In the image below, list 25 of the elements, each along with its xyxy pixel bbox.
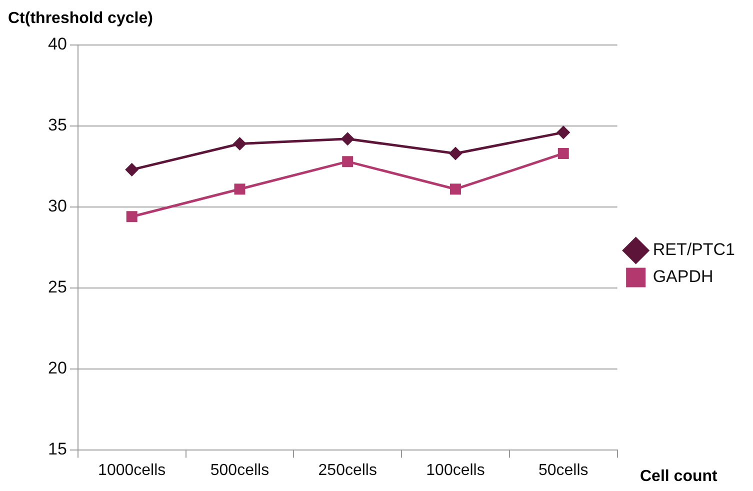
point — [558, 148, 569, 159]
x-tick-label: 50cells — [538, 462, 588, 479]
y-tick-label: 30 — [48, 196, 67, 216]
y-tick-label: 40 — [48, 34, 67, 54]
point — [557, 126, 570, 139]
legend-label: GAPDH — [652, 267, 714, 286]
y-tick-label: 20 — [48, 358, 67, 378]
chart-title: Ct(threshold cycle) — [8, 10, 153, 28]
point — [450, 184, 461, 195]
point — [234, 184, 246, 195]
point — [449, 147, 462, 160]
y-tick-label: 35 — [48, 116, 67, 135]
x-tick-label: 500cells — [210, 462, 270, 479]
x-tick-label: 250cells — [318, 462, 377, 479]
x-axis-title: Cell count — [640, 468, 718, 486]
point — [126, 211, 138, 222]
x-tick-label: 1000cells — [98, 462, 166, 479]
y-tick-label: 15 — [48, 439, 67, 458]
point — [126, 163, 138, 176]
y-tick-label: 25 — [48, 278, 67, 297]
point — [342, 156, 354, 168]
point — [341, 132, 354, 146]
legend-label: RET/PTC1 — [652, 240, 736, 260]
point — [233, 138, 246, 150]
x-tick-label: 100cells — [426, 462, 485, 479]
